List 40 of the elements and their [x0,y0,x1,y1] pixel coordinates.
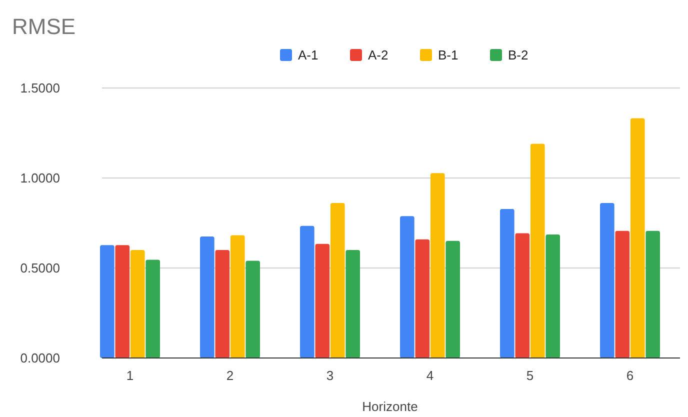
legend-label: B-1 [438,48,458,63]
bar [646,230,660,358]
bar [215,250,230,358]
bar [615,230,630,358]
bar [330,203,345,358]
bar [400,216,414,358]
x-axis-title: Horizonte [362,399,418,414]
x-tick-label: 6 [626,368,634,383]
x-tick-label: 1 [126,368,134,383]
x-tick-label: 5 [526,368,534,383]
bar [500,208,514,358]
bar [530,144,545,358]
bar [546,234,560,358]
y-tick-label: 0.5000 [20,260,60,276]
bar [446,240,460,358]
bar [315,244,330,358]
bar [130,250,145,358]
x-tick-label: 3 [326,368,334,383]
bar [146,260,160,358]
bar [115,245,130,358]
bar [630,118,645,358]
y-tick-label: 1.5000 [20,80,60,96]
bar [415,239,430,358]
bar [246,260,260,358]
y-tick-label: 0.0000 [20,350,60,366]
legend-label: A-2 [368,48,388,63]
y-tick-label: 1.0000 [20,170,60,186]
bar [346,250,360,358]
legend-label: B-2 [508,48,528,63]
bar [300,226,314,358]
x-tick-label: 2 [226,368,234,383]
chart-title: RMSE [12,14,76,39]
bar [430,173,445,358]
bar [100,245,114,358]
x-tick-label: 4 [426,368,434,383]
bar [230,235,245,358]
bar [200,236,214,358]
legend-label: A-1 [298,48,318,63]
bar [600,203,614,358]
bar [515,233,530,358]
